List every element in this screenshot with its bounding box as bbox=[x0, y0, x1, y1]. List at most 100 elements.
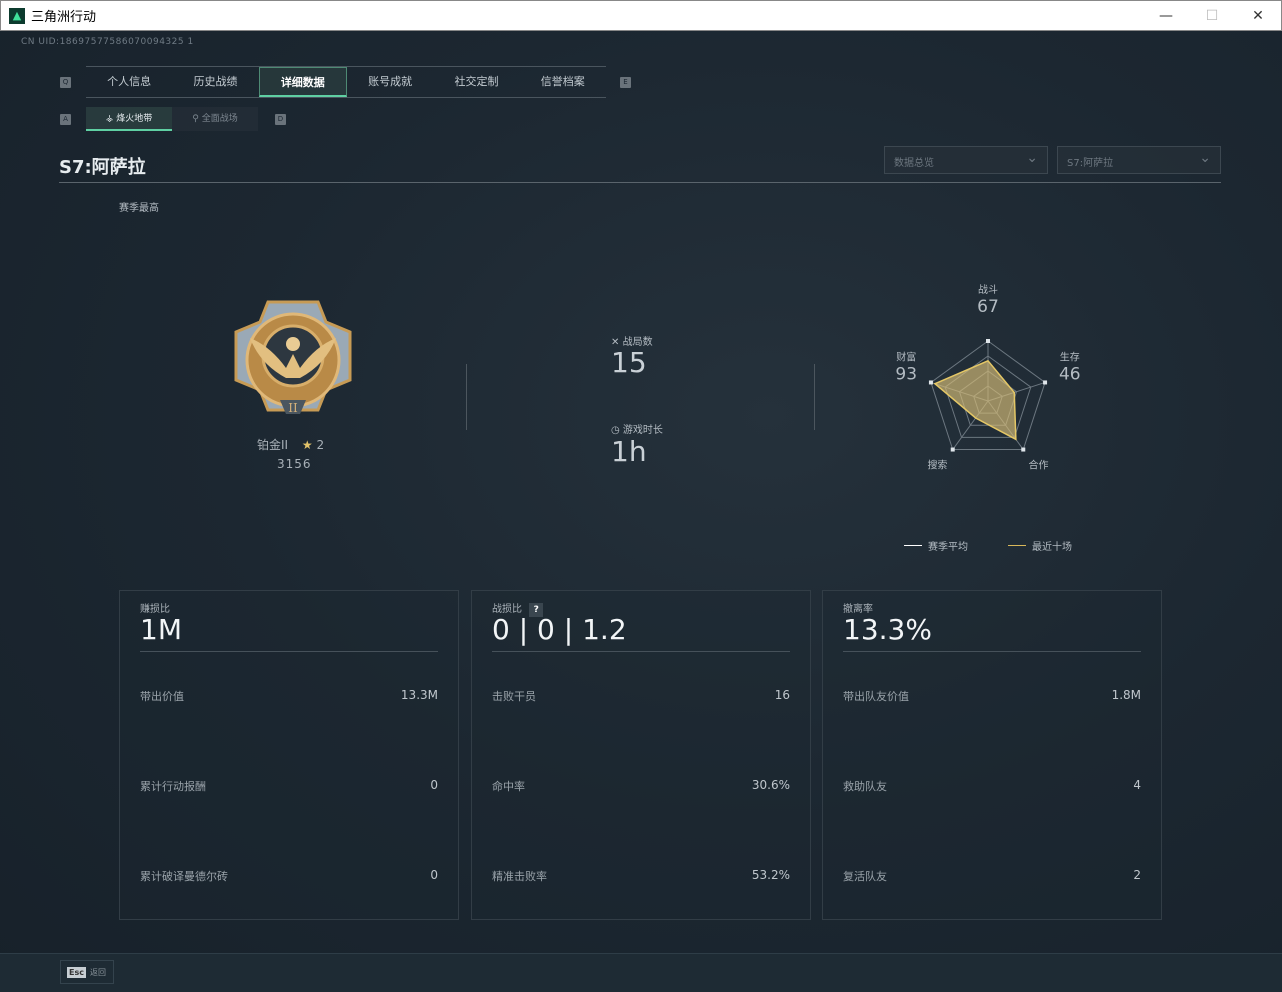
tab-credit[interactable]: 信誉档案 bbox=[540, 75, 585, 88]
maximize-button[interactable]: ☐ bbox=[1205, 8, 1219, 24]
stat-label: 带出队友价值 bbox=[843, 690, 909, 703]
stat-row: 复活队友 2 bbox=[843, 868, 1141, 884]
stat-value: 13.3M bbox=[400, 688, 438, 702]
radar-axis-value: 93 bbox=[895, 364, 917, 384]
divider bbox=[59, 182, 1221, 183]
divider bbox=[140, 651, 438, 652]
rank-name: 铂金II bbox=[257, 438, 289, 452]
stat-value: 4 bbox=[1133, 778, 1141, 792]
footer-bar: Esc 返回 bbox=[0, 953, 1282, 992]
radar-vertex-marker bbox=[986, 339, 990, 343]
time-label-row: ◷ 游戏时长 bbox=[611, 421, 663, 436]
stat-label: 击败干员 bbox=[492, 690, 536, 703]
crossed-swords-icon: ✕ bbox=[611, 337, 620, 348]
stat-value: 1.8M bbox=[1111, 688, 1141, 702]
stat-row: 命中率 30.6% bbox=[492, 778, 790, 794]
season-title: S7:阿萨拉 bbox=[59, 157, 146, 178]
time-label: 游戏时长 bbox=[622, 425, 663, 436]
stat-row: 累计行动报酬 0 bbox=[140, 778, 438, 794]
stat-value: 0 bbox=[430, 868, 438, 882]
key-hint-q: Q bbox=[60, 77, 71, 88]
tab-personal-info[interactable]: 个人信息 bbox=[107, 75, 152, 88]
radar-vertex-marker bbox=[950, 447, 955, 452]
stat-row: 精准击败率 53.2% bbox=[492, 868, 790, 884]
dropdown-value: 数据总览 bbox=[894, 158, 934, 169]
tab-achievements[interactable]: 账号成就 bbox=[368, 75, 413, 88]
divider bbox=[466, 364, 467, 430]
main-tabs: 个人信息 历史战绩 详细数据 账号成就 社交定制 信誉档案 bbox=[86, 66, 606, 98]
rank-name-row: 铂金II ★ 2 bbox=[257, 436, 324, 453]
card-value: 0 | 0 | 1.2 bbox=[492, 613, 627, 646]
legend-label: 最近十场 bbox=[1032, 542, 1072, 553]
card-label: 战损比 bbox=[492, 604, 522, 615]
stat-row: 累计破译曼德尔砖 0 bbox=[140, 868, 438, 884]
stat-value: 16 bbox=[774, 688, 790, 702]
season-dropdown[interactable]: S7:阿萨拉 ⌄ bbox=[1057, 146, 1221, 174]
card-label: 撤离率 bbox=[843, 604, 873, 615]
radar-vertex-marker bbox=[928, 380, 933, 385]
back-label: 返回 bbox=[89, 967, 106, 977]
back-button[interactable]: Esc 返回 bbox=[60, 960, 114, 984]
stat-label: 累计破译曼德尔砖 bbox=[140, 870, 228, 883]
card-label-row: 战损比 ? bbox=[492, 600, 544, 617]
radar-grid-ring bbox=[930, 340, 1046, 451]
key-hint-e: E bbox=[620, 77, 631, 88]
card-label: 赚损比 bbox=[140, 604, 170, 615]
radar-vertex-marker bbox=[1043, 380, 1048, 385]
help-icon[interactable]: ? bbox=[529, 603, 544, 617]
matches-label-row: ✕ 战局数 bbox=[611, 333, 653, 348]
stat-label: 救助队友 bbox=[843, 780, 887, 793]
card-value: 13.3% bbox=[843, 613, 932, 646]
radar-axis-label: 战斗 bbox=[978, 284, 998, 296]
stat-value: 53.2% bbox=[751, 868, 790, 882]
operations-icon: ⚶ bbox=[105, 114, 114, 124]
warfare-icon: ⚲ bbox=[192, 114, 199, 124]
stat-label: 累计行动报酬 bbox=[140, 780, 206, 793]
rank-stars: 2 bbox=[316, 438, 325, 452]
tab-detailed-data[interactable]: 详细数据 bbox=[258, 67, 347, 97]
clock-icon: ◷ bbox=[611, 425, 620, 436]
legend-swatch bbox=[904, 544, 922, 547]
radar-axis-label: 合作 bbox=[1029, 459, 1049, 471]
card-kd-ratio: 战损比 ? 0 | 0 | 1.2 击败干员 16 命中率 30.6% 精准击败率 5… bbox=[471, 590, 811, 920]
key-hint-a: A bbox=[60, 114, 71, 125]
radar-axis-label: 财富 bbox=[896, 350, 916, 363]
time-value: 1h bbox=[611, 435, 647, 468]
app-logo-icon: ▲ bbox=[9, 7, 25, 24]
tab-history[interactable]: 历史战绩 bbox=[193, 75, 238, 88]
rank-score: 3156 bbox=[277, 457, 312, 471]
window-titlebar: ▲ 三角洲行动 — ☐ ✕ bbox=[0, 0, 1282, 31]
user-uid: CN UID:18697577586070094325 1 bbox=[21, 37, 194, 47]
stat-value: 30.6% bbox=[751, 778, 790, 792]
close-button[interactable]: ✕ bbox=[1252, 8, 1264, 24]
card-value: 1M bbox=[140, 613, 182, 646]
divider bbox=[492, 651, 790, 652]
stat-label: 精准击败率 bbox=[492, 870, 547, 883]
tab-social[interactable]: 社交定制 bbox=[454, 75, 499, 88]
legend-recent-ten: 最近十场 bbox=[1008, 538, 1072, 553]
radar-axis-label: 搜索 bbox=[927, 459, 947, 471]
legend-season-avg: 赛季平均 bbox=[904, 538, 968, 553]
subtab-label: 全面战场 bbox=[201, 114, 238, 124]
radar-vertex-marker bbox=[1021, 447, 1026, 452]
divider bbox=[843, 651, 1141, 652]
radar-chart: 战斗67生存46合作79搜索35财富93 bbox=[895, 284, 1080, 471]
season-best-label: 赛季最高 bbox=[119, 203, 159, 214]
stat-value: 2 bbox=[1133, 868, 1141, 882]
data-type-dropdown[interactable]: 数据总览 ⌄ bbox=[884, 146, 1048, 174]
main-area: CN UID:18697577586070094325 1 Q 个人信息 历史战… bbox=[0, 31, 1282, 992]
key-hint-d: D bbox=[275, 114, 286, 125]
rank-badge-icon: II bbox=[234, 300, 352, 415]
subtab-operations[interactable]: ⚶ 烽火地带 bbox=[86, 107, 172, 131]
chevron-down-icon: ⌄ bbox=[1026, 150, 1038, 166]
card-extraction-rate: 撤离率 13.3% 带出队友价值 1.8M 救助队友 4 复活队友 2 bbox=[822, 590, 1162, 920]
stat-row: 带出队友价值 1.8M bbox=[843, 688, 1141, 704]
esc-key-hint: Esc bbox=[67, 966, 86, 978]
subtab-warfare[interactable]: ⚲ 全面战场 bbox=[172, 107, 258, 131]
minimize-button[interactable]: — bbox=[1159, 8, 1173, 24]
stat-label: 命中率 bbox=[492, 780, 525, 793]
divider bbox=[814, 364, 815, 430]
stat-row: 救助队友 4 bbox=[843, 778, 1141, 794]
stat-label: 复活队友 bbox=[843, 870, 887, 883]
radar-series-recent bbox=[933, 359, 1017, 441]
